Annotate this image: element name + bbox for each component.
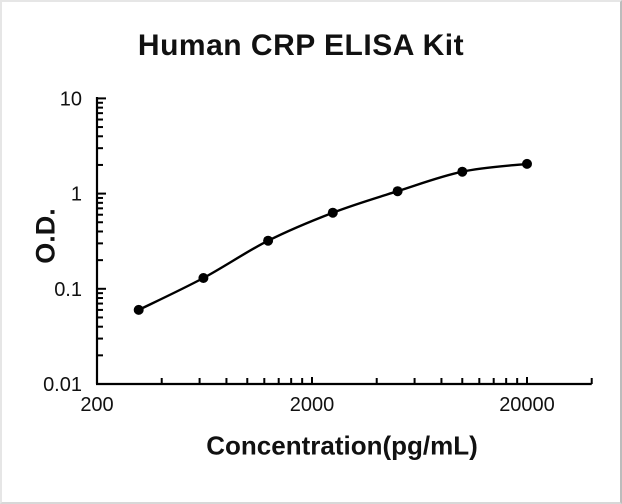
data-point-marker [327, 207, 338, 218]
x-tick-label: 200 [80, 394, 113, 416]
y-tick-label: 0.01 [43, 374, 82, 396]
y-tick-label: 10 [60, 88, 82, 110]
data-point-marker [522, 158, 532, 169]
y-tick-label: 0.1 [54, 279, 82, 301]
data-point-marker [133, 304, 144, 315]
x-tick-label: 20000 [499, 394, 555, 416]
x-tick-label: 2000 [290, 394, 335, 416]
chart-title: Human CRP ELISA Kit [137, 29, 465, 62]
data-point-marker [392, 186, 403, 197]
data-point-marker [263, 235, 274, 246]
standard-curve-line [138, 162, 528, 311]
y-tick-label: 1 [71, 184, 82, 206]
data-point-marker [198, 273, 209, 283]
x-axis-title: Concentration(pg/mL) [206, 430, 478, 461]
data-point-marker [457, 166, 468, 177]
